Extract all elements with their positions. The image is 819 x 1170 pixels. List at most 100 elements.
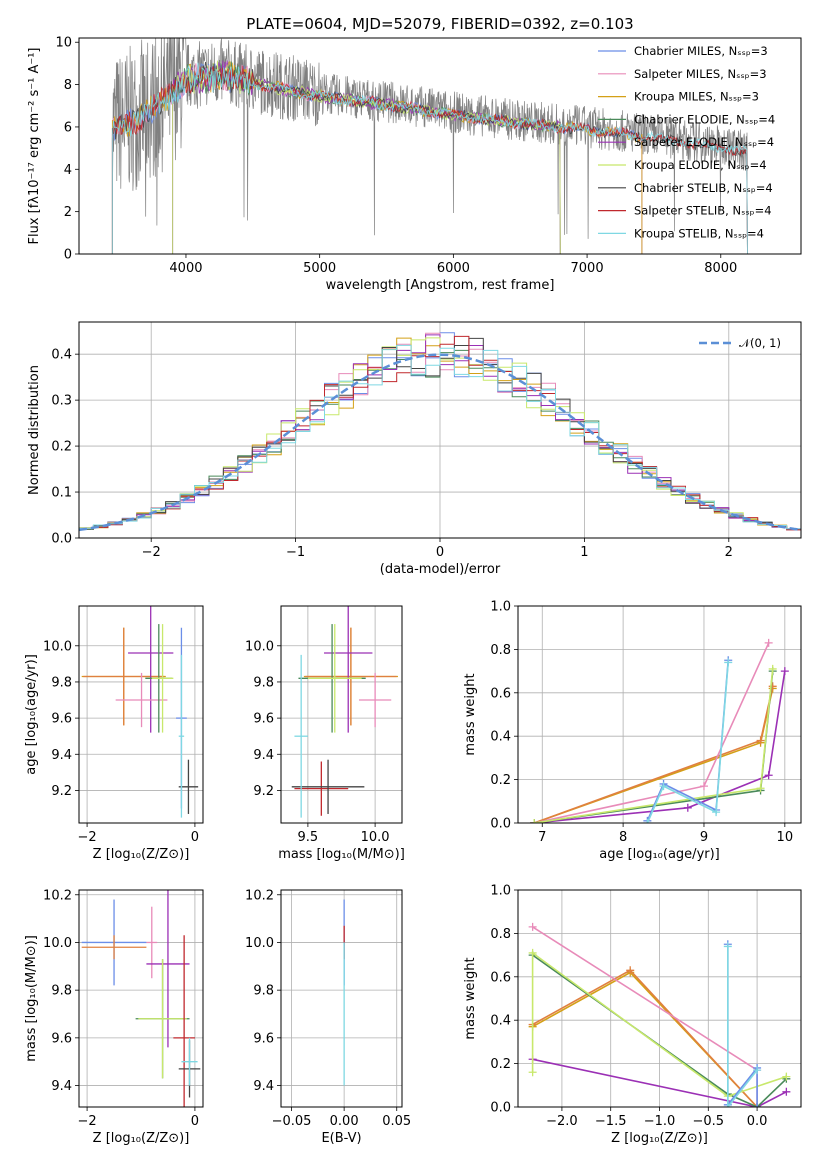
error-bar-point [324, 606, 373, 733]
histogram-line [79, 337, 801, 530]
y-tick-label: 0.3 [51, 394, 72, 409]
x-axis-label: Z [log₁₀(Z/Z⊙)] [611, 1131, 708, 1146]
legend-label: Kroupa ELODIE, Nₛₛₚ=4 [634, 158, 767, 172]
legend-label: Chabrier MILES, Nₛₛₚ=3 [634, 44, 768, 58]
error-bar-point [305, 627, 397, 726]
point-marker [528, 948, 537, 957]
histogram-line [79, 344, 801, 530]
x-tick-label: 8 [619, 830, 627, 845]
error-bar-point [138, 959, 187, 1079]
legend-label: Kroupa MILES, Nₛₛₚ=3 [634, 90, 759, 104]
plot-area [530, 638, 789, 823]
error-bar-point [294, 654, 308, 818]
legend: Chabrier MILES, Nₛₛₚ=3 Salpeter MILES, Nₛ… [598, 44, 775, 240]
weight-line [532, 1058, 787, 1107]
error-bar-point [128, 606, 174, 733]
plot-frame [78, 605, 204, 824]
point-marker [528, 922, 537, 931]
y-tick-label: 0.8 [490, 927, 511, 942]
plot-area [79, 332, 801, 532]
point-marker [756, 784, 765, 793]
y-tick-label: 10.0 [245, 936, 274, 951]
point-marker [528, 1068, 537, 1077]
y-tick-label: 0.4 [490, 1014, 511, 1029]
point-marker [753, 1066, 762, 1075]
point-marker [780, 667, 789, 676]
legend-label: Salpeter STELIB, Nₛₛₚ=4 [634, 204, 772, 218]
point-marker [782, 1072, 791, 1081]
y-tick-label: 0.2 [490, 773, 511, 788]
weight-line [727, 944, 758, 1107]
y-tick-label: 9.4 [253, 1079, 274, 1094]
error-bar-point [146, 890, 190, 1048]
error-bar-point [173, 935, 195, 1107]
panel-age-vs-Z: −2 0 9.2 9.4 9.6 9.8 10.0 Z [log₁₀(Z/Z⊙)] age [l… [24, 605, 204, 862]
point-marker [659, 782, 668, 791]
plot-area [111, 38, 748, 254]
weight-line [532, 971, 758, 1107]
y-tick-label: 9.2 [51, 784, 72, 799]
error-bar-point [178, 654, 185, 818]
y-tick-label: 10.2 [43, 888, 72, 903]
y-tick-label: 9.8 [51, 675, 72, 690]
legend-label: Chabrier ELODIE, Nₛₛₚ=4 [634, 112, 775, 126]
point-marker [768, 664, 777, 673]
plot-frame [280, 889, 403, 1108]
y-tick-label: 0.2 [490, 1057, 511, 1072]
panel-spectrum: 4000 5000 6000 7000 8000 0 2 4 6 8 10 wavelength [A… [27, 36, 802, 293]
model-line [111, 62, 643, 254]
x-tick-label: −2.0 [546, 1114, 578, 1129]
x-tick-label: −2 [78, 1114, 97, 1129]
x-tick-label: −1.5 [595, 1114, 627, 1129]
plot-area [81, 890, 201, 1107]
plot-frame [280, 605, 403, 824]
x-tick-label: 2 [725, 545, 733, 560]
panel-residuals: −2 −1 0 1 2 0.0 0.1 0.2 0.3 0.4 (data-model)/error… [27, 321, 802, 577]
y-tick-label: 10 [55, 36, 72, 51]
y-tick-label: 9.2 [253, 784, 274, 799]
y-tick-label: 9.6 [253, 712, 274, 727]
panel-age-vs-mass: 9.5 10.0 9.2 9.4 9.6 9.8 10.0 mass [log₁₀(M/M⊙)… [245, 605, 405, 862]
error-bar-point [81, 935, 147, 960]
x-tick-label: 9.5 [298, 830, 319, 845]
weight-line [534, 642, 770, 823]
y-tick-label: 9.8 [253, 675, 274, 690]
point-marker [764, 638, 773, 647]
y-tick-label: 9.6 [253, 1031, 274, 1046]
plot-area [291, 606, 398, 818]
legend-label: Salpeter MILES, Nₛₛₚ=3 [634, 67, 767, 81]
y-tick-label: 9.6 [51, 1031, 72, 1046]
x-tick-label: 1 [580, 545, 588, 560]
y-tick-label: 0.6 [490, 686, 511, 701]
x-tick-label: −2 [78, 830, 97, 845]
plot-frame [78, 321, 802, 539]
y-tick-label: 10.0 [245, 639, 274, 654]
weight-line [727, 946, 758, 1107]
legend-label: Kroupa STELIB, Nₛₛₚ=4 [634, 226, 764, 240]
y-tick-label: 0.6 [490, 970, 511, 985]
point-marker [530, 819, 539, 823]
x-tick-label: 4000 [169, 261, 202, 276]
y-tick-label: 6 [64, 120, 72, 135]
error-bar-point [181, 1037, 198, 1086]
point-marker [756, 736, 765, 745]
y-tick-label: 0.0 [490, 1101, 511, 1116]
plot-frame [517, 605, 802, 824]
x-tick-label: 7 [538, 830, 546, 845]
y-tick-label: 0.0 [490, 817, 511, 832]
y-tick-label: 10.0 [43, 936, 72, 951]
x-tick-label: 5000 [303, 261, 336, 276]
y-tick-label: 0.4 [51, 348, 72, 363]
x-tick-label: 0 [436, 545, 444, 560]
x-tick-label: 7000 [571, 261, 604, 276]
y-tick-label: 9.4 [253, 748, 274, 763]
point-marker [683, 803, 692, 812]
y-tick-label: 4 [64, 163, 72, 178]
x-tick-label: −0.5 [693, 1114, 725, 1129]
point-marker [764, 771, 773, 780]
weight-line [532, 926, 758, 1107]
point-marker [712, 808, 721, 817]
panel-mass-weight-vs-Z: −2.0 −1.5 −1.0 −0.5 0.0 0.0 0.2 0.4 0.6 0.8 1.0 Z [… [463, 884, 802, 1146]
